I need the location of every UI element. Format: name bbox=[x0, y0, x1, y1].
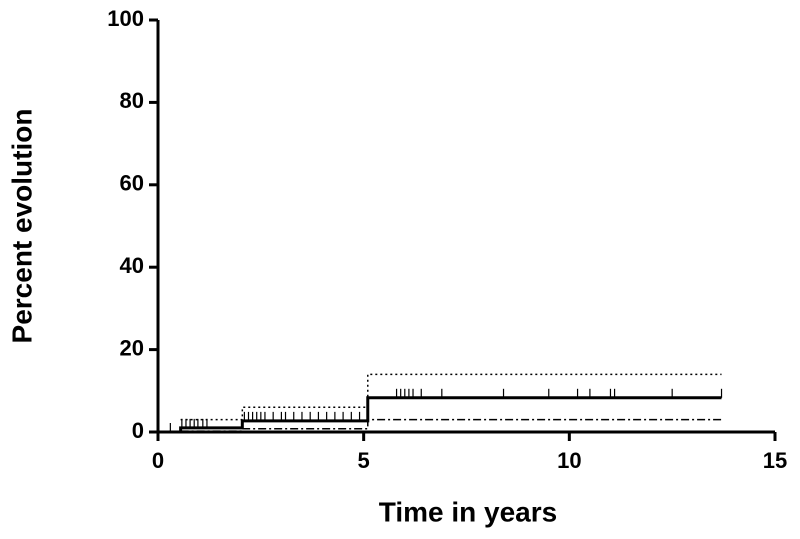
x-tick-label: 15 bbox=[763, 448, 787, 473]
step-line bbox=[180, 373, 722, 421]
x-tick-label: 10 bbox=[557, 448, 581, 473]
x-axis-title: Time in years bbox=[379, 496, 557, 527]
y-tick-label: 40 bbox=[120, 253, 144, 278]
x-tick-label: 5 bbox=[358, 448, 370, 473]
y-tick-label: 20 bbox=[120, 335, 144, 360]
y-tick-label: 100 bbox=[107, 6, 144, 31]
y-axis-title: Percent evolution bbox=[6, 109, 37, 344]
x-tick-label: 0 bbox=[152, 448, 164, 473]
y-tick-label: 80 bbox=[120, 88, 144, 113]
step-line bbox=[180, 418, 722, 432]
y-tick-label: 0 bbox=[132, 418, 144, 443]
y-tick-label: 60 bbox=[120, 171, 144, 196]
